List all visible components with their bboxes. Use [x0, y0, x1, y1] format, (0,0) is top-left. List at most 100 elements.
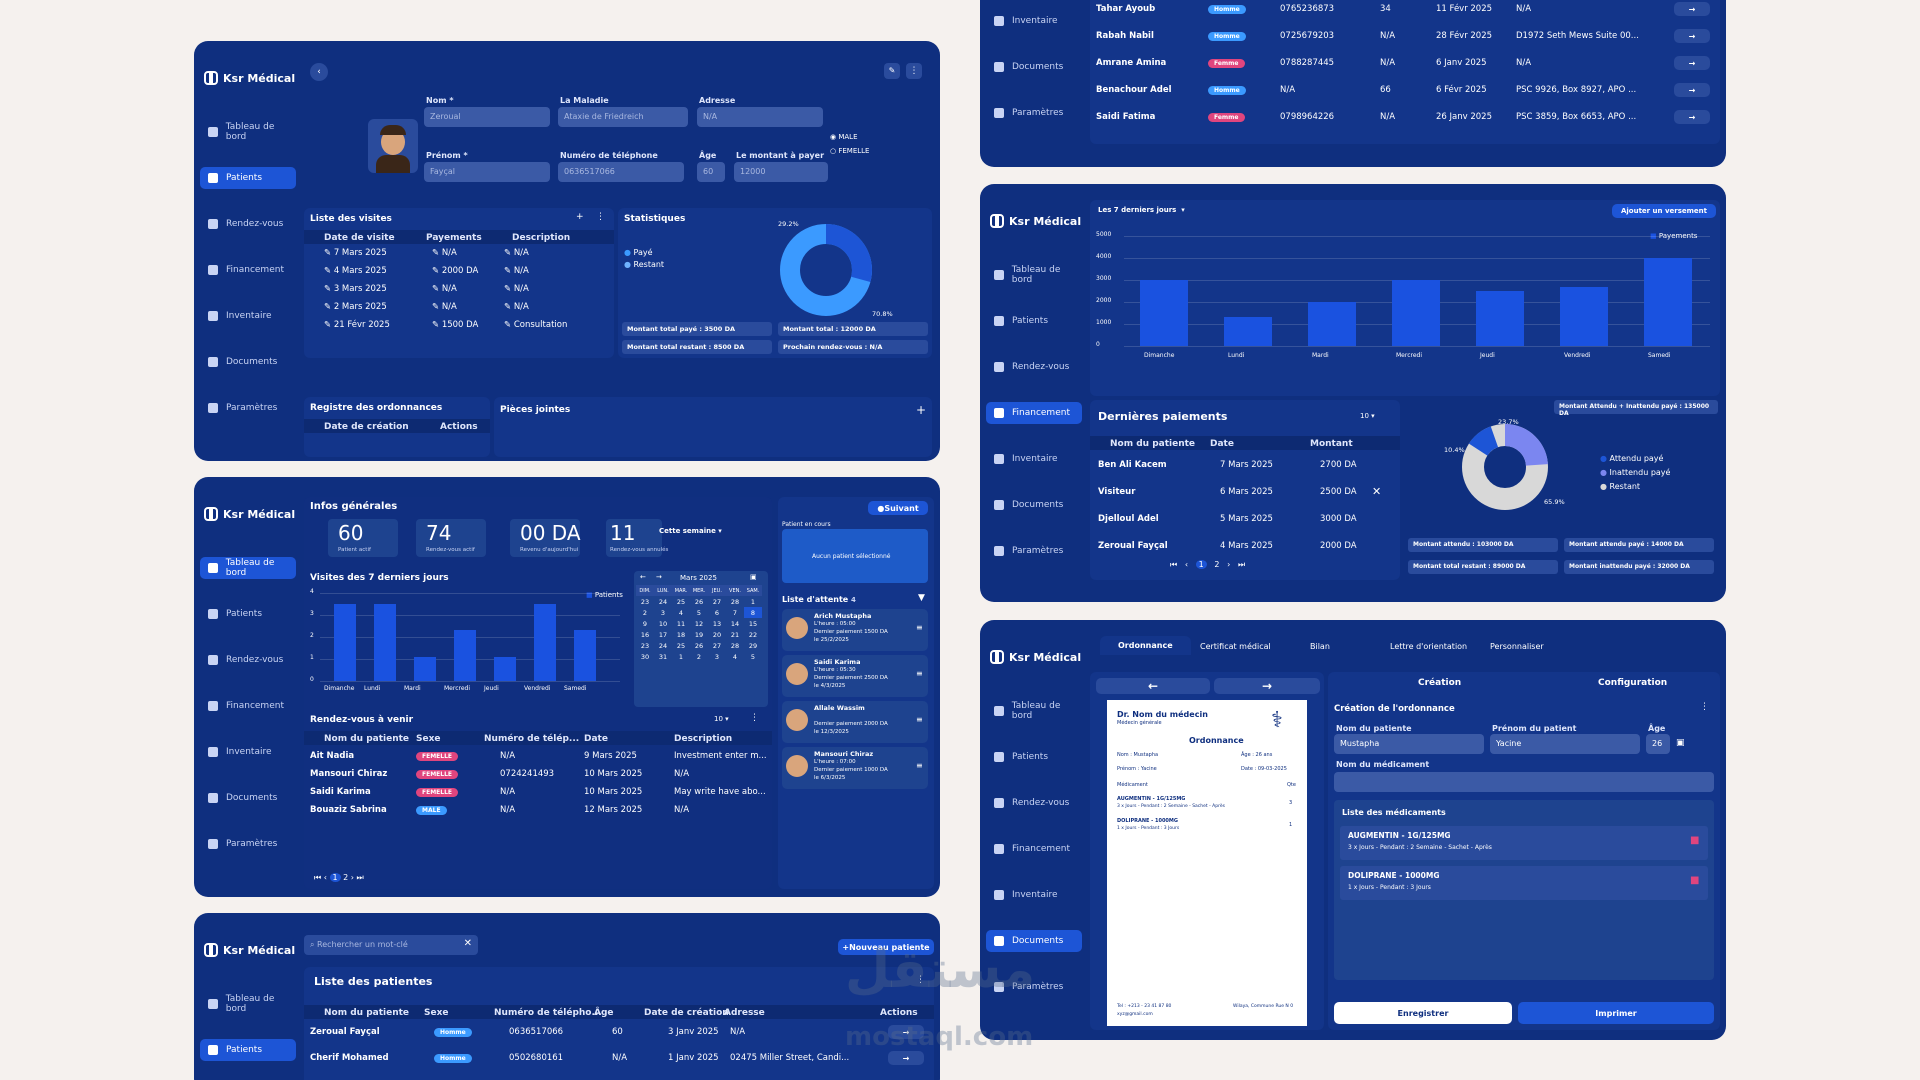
nav-settings[interactable]: Paramètres: [986, 976, 1082, 998]
nav-dashboard[interactable]: Tableau de bord: [986, 700, 1082, 722]
nav-appointments[interactable]: Rendez-vous: [200, 213, 296, 235]
cal-day[interactable]: 12: [694, 619, 704, 628]
cal-day[interactable]: 27: [712, 597, 722, 606]
open-patient-button[interactable]: →: [1674, 2, 1710, 16]
nav-inventory[interactable]: Inventaire: [986, 10, 1082, 32]
nav-patients[interactable]: Patients: [200, 167, 296, 189]
cal-day[interactable]: 10: [658, 619, 668, 628]
add-visit-button[interactable]: +: [576, 212, 584, 222]
nav-finance[interactable]: Financement: [200, 695, 296, 717]
print-button[interactable]: Imprimer: [1518, 1002, 1714, 1024]
cal-day[interactable]: 29: [748, 641, 758, 650]
visit-description[interactable]: ✎ N/A: [504, 284, 529, 294]
drag-handle-icon[interactable]: ≡: [916, 623, 923, 632]
doc-tab[interactable]: Certificat médical: [1200, 642, 1271, 651]
maladie-input[interactable]: Ataxie de Friedreich: [558, 107, 688, 127]
open-patient-button[interactable]: →: [1674, 56, 1710, 70]
cal-day[interactable]: 5: [696, 608, 702, 617]
tel-input[interactable]: 0636517066: [558, 162, 684, 182]
cal-day[interactable]: 4: [732, 652, 738, 661]
calendar-prev-icon[interactable]: ←: [640, 573, 646, 581]
patient-name[interactable]: Benachour Adel: [1096, 85, 1172, 95]
cal-day[interactable]: 4: [678, 608, 684, 617]
visit-description[interactable]: ✎ N/A: [504, 248, 529, 258]
cal-day[interactable]: 1: [750, 597, 756, 606]
next-arrow-button[interactable]: →: [1214, 678, 1320, 694]
waiting-item[interactable]: Mansouri Chiraz L'heure : 07:00 Dernier pa…: [782, 747, 928, 789]
nav-appointments[interactable]: Rendez-vous: [200, 649, 296, 671]
cal-day[interactable]: 28: [730, 641, 740, 650]
visit-description[interactable]: ✎ Consultation: [504, 320, 568, 330]
cal-day[interactable]: 1: [678, 652, 684, 661]
nav-inventory[interactable]: Inventaire: [200, 305, 296, 327]
cal-day[interactable]: 21: [730, 630, 740, 639]
visit-date[interactable]: ✎ 3 Mars 2025: [324, 284, 387, 294]
cal-day[interactable]: 2: [642, 608, 648, 617]
rdv-name[interactable]: Saidi Karima: [310, 787, 371, 797]
patient-name-input[interactable]: Mustapha: [1334, 734, 1484, 754]
patient-name[interactable]: Saidi Fatima: [1096, 112, 1156, 122]
patient-age-input[interactable]: 26: [1646, 734, 1670, 754]
doc-tab[interactable]: Bilan: [1310, 642, 1330, 651]
nav-patients[interactable]: Patients: [200, 1039, 296, 1061]
nav-dashboard[interactable]: Tableau de bord: [200, 557, 296, 579]
payment-patient[interactable]: Djelloul Adel: [1098, 514, 1159, 524]
cal-day[interactable]: 14: [730, 619, 740, 628]
visit-date[interactable]: ✎ 4 Mars 2025: [324, 266, 387, 276]
nav-inventory[interactable]: Inventaire: [986, 448, 1082, 470]
open-patient-button[interactable]: →: [1674, 110, 1710, 124]
nav-documents[interactable]: Documents: [986, 56, 1082, 78]
nav-settings[interactable]: Paramètres: [200, 833, 296, 855]
visit-payment[interactable]: ✎ N/A: [432, 248, 457, 258]
cal-day[interactable]: 25: [676, 641, 686, 650]
rdv-count-select[interactable]: 10 ▾: [714, 715, 729, 723]
calendar-next-icon[interactable]: →: [656, 573, 662, 581]
back-button[interactable]: ‹: [310, 63, 328, 81]
prev-arrow-button[interactable]: ←: [1096, 678, 1210, 694]
cal-day[interactable]: 7: [732, 608, 738, 617]
cal-day[interactable]: 24: [658, 597, 668, 606]
doc-tab[interactable]: Lettre d'orientation: [1390, 642, 1468, 651]
edit-icon[interactable]: ✎: [884, 63, 900, 79]
drag-handle-icon[interactable]: ≡: [916, 669, 923, 678]
nav-documents[interactable]: Documents: [200, 351, 296, 373]
clear-search-icon[interactable]: ✕: [463, 938, 472, 949]
cal-day[interactable]: 6: [714, 608, 720, 617]
filter-icon[interactable]: ▼: [918, 593, 925, 603]
nav-documents[interactable]: Documents: [986, 494, 1082, 516]
pagination[interactable]: ⏮ ‹ 1 2 › ⏭: [314, 873, 364, 882]
next-patient-button[interactable]: ● Suivant: [868, 501, 928, 515]
patient-name[interactable]: Zeroual Fayçal: [310, 1027, 380, 1037]
visit-description[interactable]: ✎ N/A: [504, 302, 529, 312]
cal-day[interactable]: 23: [640, 597, 650, 606]
cal-day[interactable]: 5: [750, 652, 756, 661]
search-input[interactable]: ⌕ Rechercher un mot-clé ✕: [304, 935, 478, 955]
payment-patient[interactable]: Visiteur: [1098, 487, 1136, 497]
cal-day[interactable]: 27: [712, 641, 722, 650]
nom-input[interactable]: Zeroual: [424, 107, 550, 127]
visit-description[interactable]: ✎ N/A: [504, 266, 529, 276]
doc-tab[interactable]: Ordonnance: [1100, 636, 1191, 655]
period-select[interactable]: Cette semaine ▾: [659, 527, 722, 535]
nav-documents[interactable]: Documents: [200, 787, 296, 809]
drag-handle-icon[interactable]: ≡: [916, 761, 923, 770]
nav-dashboard[interactable]: Tableau de bord: [200, 993, 296, 1015]
open-patient-button[interactable]: →: [888, 1051, 924, 1065]
trash-icon[interactable]: ■: [1690, 835, 1700, 846]
pagination[interactable]: ⏮ ‹ 1 2 › ⏭: [1170, 560, 1246, 569]
cal-day[interactable]: 8: [744, 607, 762, 618]
visit-payment[interactable]: ✎ 1500 DA: [432, 320, 479, 330]
save-button[interactable]: Enregistrer: [1334, 1002, 1512, 1024]
gender-male-radio[interactable]: ◉ MALE: [830, 133, 858, 141]
nav-documents[interactable]: Documents: [986, 930, 1082, 952]
cal-day[interactable]: 26: [694, 597, 704, 606]
nav-settings[interactable]: Paramètres: [986, 102, 1082, 124]
payment-patient[interactable]: Ben Ali Kacem: [1098, 460, 1167, 470]
list-more-icon[interactable]: ⋮: [916, 975, 925, 985]
open-patient-button[interactable]: →: [1674, 29, 1710, 43]
nav-finance[interactable]: Financement: [986, 402, 1082, 424]
medication-input[interactable]: [1334, 772, 1714, 792]
adresse-input[interactable]: N/A: [697, 107, 823, 127]
medication-item[interactable]: DOLIPRANE - 1000MG 1 x Jours - Pendant : …: [1340, 866, 1708, 900]
count-select[interactable]: 10 ▾: [1360, 412, 1375, 420]
